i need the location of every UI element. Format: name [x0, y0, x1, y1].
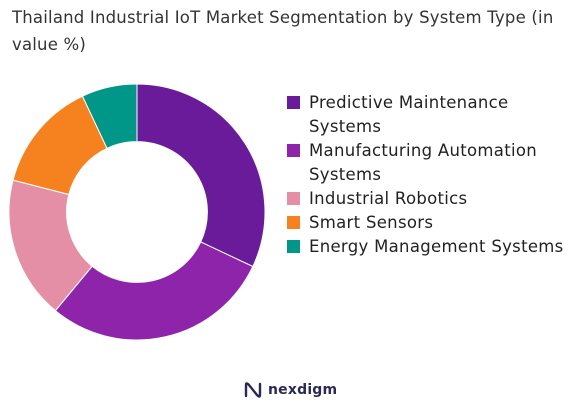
legend-item: Manufacturing Automation Systems [287, 139, 577, 187]
legend-swatch [287, 96, 300, 109]
nexdigm-logo-icon [244, 382, 262, 398]
legend-label: Predictive Maintenance Systems [309, 93, 509, 136]
donut-slice-manufacturing-automation-systems [54, 241, 254, 341]
legend-item: Energy Management Systems [287, 235, 577, 259]
donut-chart [8, 83, 266, 341]
legend-swatch [287, 144, 300, 157]
legend-label: Energy Management Systems [309, 237, 564, 256]
chart-title: Thailand Industrial IoT Market Segmentat… [12, 8, 554, 54]
legend-label: Manufacturing Automation Systems [309, 141, 538, 184]
chart-legend: Predictive Maintenance Systems Manufactur… [287, 91, 577, 259]
donut-slice-predictive-maintenance-systems [136, 83, 266, 268]
legend-swatch [287, 240, 300, 253]
legend-item: Industrial Robotics [287, 187, 577, 211]
legend-swatch [287, 216, 300, 229]
legend-item: Predictive Maintenance Systems [287, 91, 577, 139]
legend-swatch [287, 192, 300, 205]
legend-item: Smart Sensors [287, 211, 577, 235]
brand-name: nexdigm [268, 382, 338, 398]
legend-label: Smart Sensors [309, 213, 434, 232]
legend-label: Industrial Robotics [309, 189, 468, 208]
donut-slice-energy-management-systems [81, 83, 138, 149]
brand-logo: nexdigm [243, 379, 337, 401]
